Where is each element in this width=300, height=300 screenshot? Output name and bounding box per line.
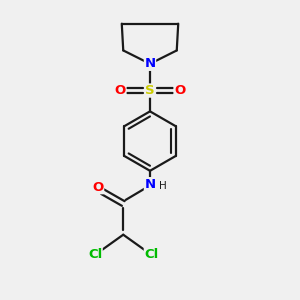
Text: N: N <box>144 57 156 70</box>
Text: N: N <box>144 178 156 191</box>
Text: Cl: Cl <box>88 248 102 260</box>
Text: O: O <box>174 84 185 97</box>
Text: O: O <box>115 84 126 97</box>
Text: S: S <box>145 84 155 97</box>
Text: O: O <box>92 181 104 194</box>
Text: Cl: Cl <box>144 248 159 260</box>
Text: H: H <box>159 181 167 191</box>
